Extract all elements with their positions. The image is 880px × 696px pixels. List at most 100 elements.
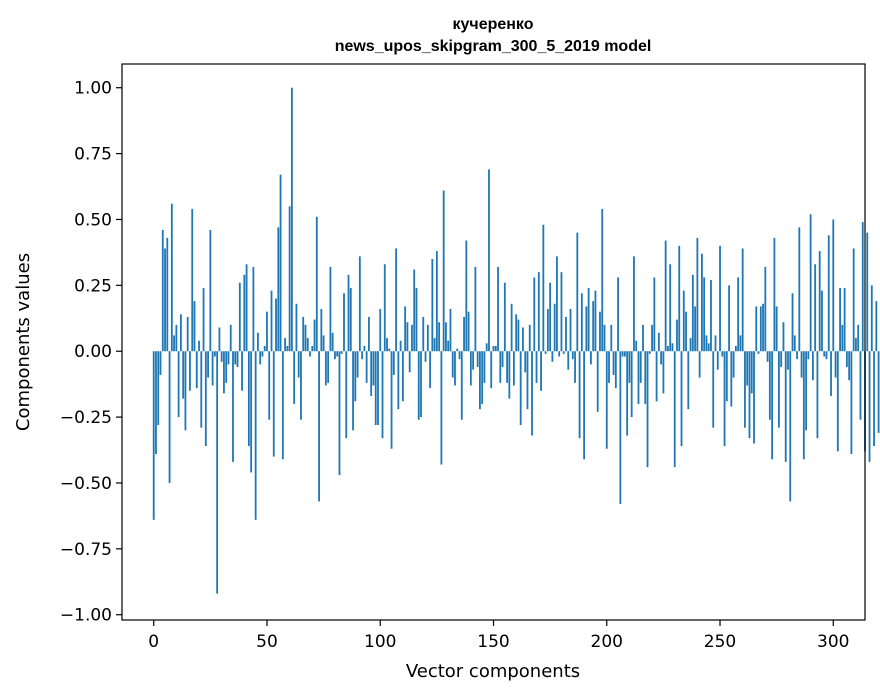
bar <box>870 285 873 352</box>
bar <box>583 351 586 460</box>
bar <box>565 316 567 352</box>
x-axis-ticks: 0 50 100 150 200 250 300 <box>148 620 850 652</box>
bar <box>540 351 542 391</box>
bar <box>390 351 393 449</box>
bar <box>506 351 508 383</box>
bar <box>592 301 595 352</box>
bar <box>619 351 622 505</box>
bar <box>388 348 391 352</box>
bar <box>501 351 504 368</box>
bar <box>811 351 814 381</box>
bar <box>223 351 225 394</box>
bar <box>556 256 558 352</box>
bar <box>281 351 284 460</box>
bar <box>524 351 527 373</box>
bar <box>268 351 271 420</box>
bar <box>442 190 445 352</box>
bar <box>628 351 631 383</box>
bar <box>714 335 717 352</box>
bar <box>748 351 751 439</box>
bar <box>635 340 638 352</box>
bar <box>433 338 436 352</box>
bar <box>512 351 515 386</box>
bar <box>778 351 780 428</box>
bar <box>599 311 601 352</box>
bar <box>682 290 685 352</box>
bar <box>680 351 683 447</box>
x-tick-label: 50 <box>256 632 278 652</box>
bar <box>438 322 441 352</box>
bar <box>356 351 359 378</box>
bar <box>474 266 477 352</box>
bar <box>845 351 848 368</box>
bar <box>798 227 801 352</box>
bar <box>764 266 767 352</box>
bar <box>569 309 572 352</box>
bar <box>841 324 844 352</box>
bar <box>646 351 649 468</box>
bar <box>526 351 529 410</box>
bar <box>499 351 502 383</box>
bar <box>701 253 703 352</box>
bar <box>830 351 832 397</box>
bar <box>220 351 223 362</box>
bar <box>336 351 339 357</box>
bar <box>728 285 730 352</box>
bar <box>678 245 681 352</box>
bar <box>349 287 352 352</box>
bar <box>401 351 404 402</box>
bar <box>542 224 545 352</box>
bar <box>302 316 305 352</box>
bar <box>796 351 798 360</box>
bar <box>805 351 808 431</box>
bar <box>875 301 878 352</box>
bar <box>762 303 764 352</box>
bar <box>698 351 701 378</box>
bar <box>415 287 418 352</box>
bar <box>322 335 325 352</box>
bar <box>293 351 296 404</box>
bar <box>651 324 653 352</box>
bar <box>753 351 755 444</box>
bar <box>818 251 821 352</box>
bar <box>168 351 171 483</box>
bar <box>476 351 479 368</box>
bar <box>537 272 540 352</box>
bar <box>184 351 187 431</box>
bar <box>687 351 690 410</box>
bar <box>306 338 309 352</box>
bar <box>614 351 617 389</box>
bar <box>254 351 257 520</box>
bar <box>809 214 812 352</box>
chart-title: кучеренко <box>453 16 534 33</box>
bar <box>705 335 708 352</box>
bar <box>329 266 332 352</box>
bar <box>490 351 493 389</box>
bar <box>343 293 345 352</box>
bar <box>730 351 733 407</box>
bar <box>707 343 710 352</box>
bar <box>170 203 173 352</box>
bar <box>241 351 243 391</box>
bar <box>531 351 533 436</box>
plot-frame <box>121 63 866 621</box>
bar <box>839 287 841 352</box>
x-tick-label: 100 <box>364 632 396 652</box>
bar <box>744 351 746 428</box>
bar <box>612 351 615 375</box>
bar <box>549 282 552 352</box>
bar <box>368 316 370 352</box>
bar <box>510 303 513 352</box>
bar <box>664 240 667 352</box>
y-tick-label: 1.00 <box>74 79 112 99</box>
bar <box>671 343 674 352</box>
bar <box>503 282 506 352</box>
bar <box>257 332 259 352</box>
bar <box>861 222 864 352</box>
bar <box>755 306 758 352</box>
bar <box>361 351 364 360</box>
bar <box>456 348 459 352</box>
bar <box>771 351 774 460</box>
bar <box>827 235 830 352</box>
bar <box>517 319 520 352</box>
